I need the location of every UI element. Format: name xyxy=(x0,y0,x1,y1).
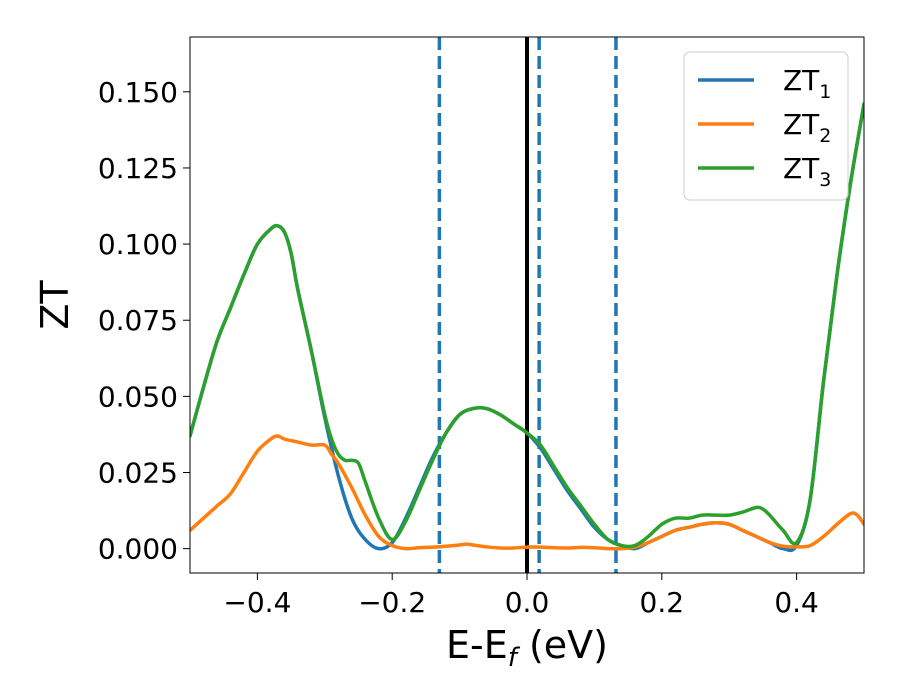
y-tick-label: 0.075 xyxy=(98,304,178,337)
x-tick-label: −0.4 xyxy=(223,586,291,619)
legend-box xyxy=(683,51,849,201)
y-tick-label: 0.050 xyxy=(98,380,178,413)
series-layer xyxy=(190,102,864,553)
x-tick-label: 0.4 xyxy=(774,586,819,619)
vertical-reference-lines xyxy=(437,37,618,573)
series-line-zt3 xyxy=(190,102,864,549)
y-tick-label: 0.025 xyxy=(98,457,178,490)
x-tick-label: −0.2 xyxy=(358,586,426,619)
y-axis-label: ZT xyxy=(33,280,77,330)
series-line-zt2 xyxy=(190,434,864,551)
x-axis-ticks: −0.4 −0.2 0.0 0.2 0.4 xyxy=(223,573,819,619)
legend: ZT1 ZT2 ZT3 xyxy=(683,51,849,201)
y-tick-label: 0.125 xyxy=(98,152,178,185)
x-axis-label: E-Ef (eV) xyxy=(446,623,608,673)
legend-entry-label: ZT3 xyxy=(783,152,831,191)
legend-entry-label: ZT1 xyxy=(783,64,831,103)
y-tick-label: 0.100 xyxy=(98,228,178,261)
y-tick-label: 0.150 xyxy=(98,76,178,109)
legend-entry-label: ZT2 xyxy=(783,108,831,147)
x-tick-label: 0.0 xyxy=(505,586,550,619)
y-tick-label: 0.000 xyxy=(98,533,178,566)
x-tick-label: 0.2 xyxy=(640,586,685,619)
y-axis-ticks: 0.000 0.025 0.050 0.075 0.100 0.125 0.150 xyxy=(98,76,190,566)
